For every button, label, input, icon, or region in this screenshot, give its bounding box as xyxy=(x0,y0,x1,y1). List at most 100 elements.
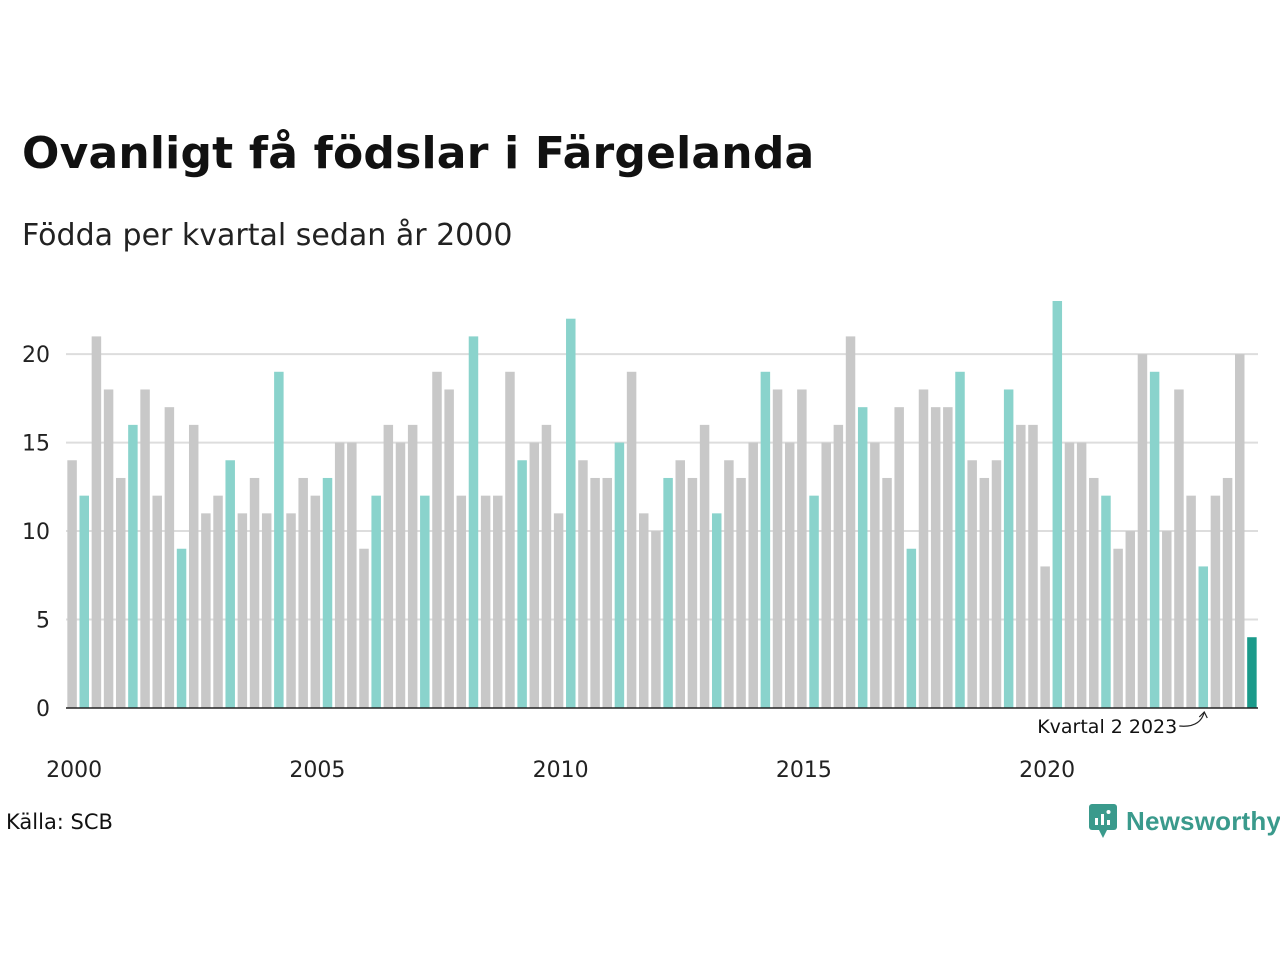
bar xyxy=(1198,566,1209,708)
bar xyxy=(821,442,831,708)
annotation-arrow xyxy=(1179,711,1205,727)
x-tick-label: 2020 xyxy=(1019,758,1075,783)
bar xyxy=(371,495,381,708)
bar xyxy=(286,513,296,708)
bar xyxy=(784,442,795,708)
bar xyxy=(444,389,454,708)
bar xyxy=(906,548,917,708)
annotation: Kvartal 2 2023 xyxy=(1037,710,1208,738)
bar xyxy=(152,495,162,708)
bar xyxy=(882,477,892,708)
bar xyxy=(894,407,904,708)
y-tick-label: 10 xyxy=(22,520,50,545)
x-tick-label: 2000 xyxy=(46,758,102,783)
bar xyxy=(456,495,467,708)
bar xyxy=(201,513,211,708)
bar xyxy=(711,513,722,708)
bar xyxy=(675,460,685,708)
x-tick-label: 2005 xyxy=(289,758,345,783)
bar xyxy=(724,460,734,708)
bar xyxy=(772,389,783,708)
newsworthy-logo: Newsworthy xyxy=(1088,803,1280,839)
chart-subtitle: Födda per kvartal sedan år 2000 xyxy=(22,218,513,253)
bar xyxy=(1247,637,1257,708)
bar xyxy=(529,442,540,708)
bar xyxy=(955,371,965,708)
bar xyxy=(164,407,175,708)
bar xyxy=(274,371,284,708)
bar xyxy=(748,442,758,708)
x-axis-ticks: 2000 2005 2010 2015 2020 xyxy=(46,758,1075,783)
bar xyxy=(1040,566,1050,708)
chart-title: Ovanligt få födslar i Färgelanda xyxy=(22,128,815,179)
bar xyxy=(1222,477,1233,708)
bar xyxy=(943,407,953,708)
bar xyxy=(870,442,880,708)
bar xyxy=(261,513,272,708)
annotation-label: Kvartal 2 2023 xyxy=(1037,716,1177,738)
x-tick-label: 2010 xyxy=(533,758,589,783)
bar xyxy=(979,477,990,708)
bar xyxy=(1089,477,1099,708)
bar xyxy=(614,442,625,708)
bar xyxy=(1016,424,1026,708)
bar xyxy=(1101,495,1111,708)
bar xyxy=(480,495,491,708)
bar xyxy=(505,371,515,708)
bar xyxy=(809,495,819,708)
bars xyxy=(67,301,1257,708)
bar xyxy=(651,531,661,708)
bar xyxy=(91,336,102,708)
bar xyxy=(103,389,114,708)
bar xyxy=(395,442,406,708)
bar xyxy=(845,336,856,708)
bar xyxy=(176,548,187,708)
bar xyxy=(857,407,868,708)
bar xyxy=(334,442,345,708)
bar xyxy=(760,371,771,708)
bar xyxy=(699,424,710,708)
y-tick-label: 20 xyxy=(22,343,50,368)
bar xyxy=(918,389,929,708)
y-tick-label: 0 xyxy=(36,697,50,722)
bar xyxy=(237,513,248,708)
bar xyxy=(1064,442,1075,708)
bar xyxy=(736,477,746,708)
bar xyxy=(833,424,844,708)
bar xyxy=(432,371,442,708)
bar xyxy=(578,460,588,708)
bar xyxy=(115,477,126,708)
bar xyxy=(249,477,260,708)
bar xyxy=(797,389,807,708)
bar xyxy=(687,477,698,708)
bar xyxy=(1028,424,1038,708)
bar xyxy=(1125,531,1136,708)
bar xyxy=(1149,371,1160,708)
bar xyxy=(298,477,308,708)
bar xyxy=(188,424,199,708)
bar xyxy=(553,513,564,708)
bar xyxy=(420,495,430,708)
bar xyxy=(407,424,418,708)
bar xyxy=(493,495,503,708)
bar xyxy=(1113,548,1123,708)
bar xyxy=(1137,354,1148,708)
y-tick-label: 15 xyxy=(22,432,50,457)
bar xyxy=(79,495,89,708)
bar xyxy=(626,371,637,708)
bar xyxy=(602,477,613,708)
bar xyxy=(639,513,649,708)
bar xyxy=(383,424,394,708)
bar xyxy=(140,389,150,708)
bar xyxy=(1162,531,1172,708)
logo-text: Newsworthy xyxy=(1126,805,1280,836)
bar xyxy=(541,424,552,708)
bar xyxy=(517,460,527,708)
newsworthy-logo-icon xyxy=(1089,804,1117,838)
bar xyxy=(213,495,223,708)
bar xyxy=(347,442,357,708)
bar xyxy=(566,318,576,708)
bar xyxy=(128,424,138,708)
bar xyxy=(359,548,369,708)
